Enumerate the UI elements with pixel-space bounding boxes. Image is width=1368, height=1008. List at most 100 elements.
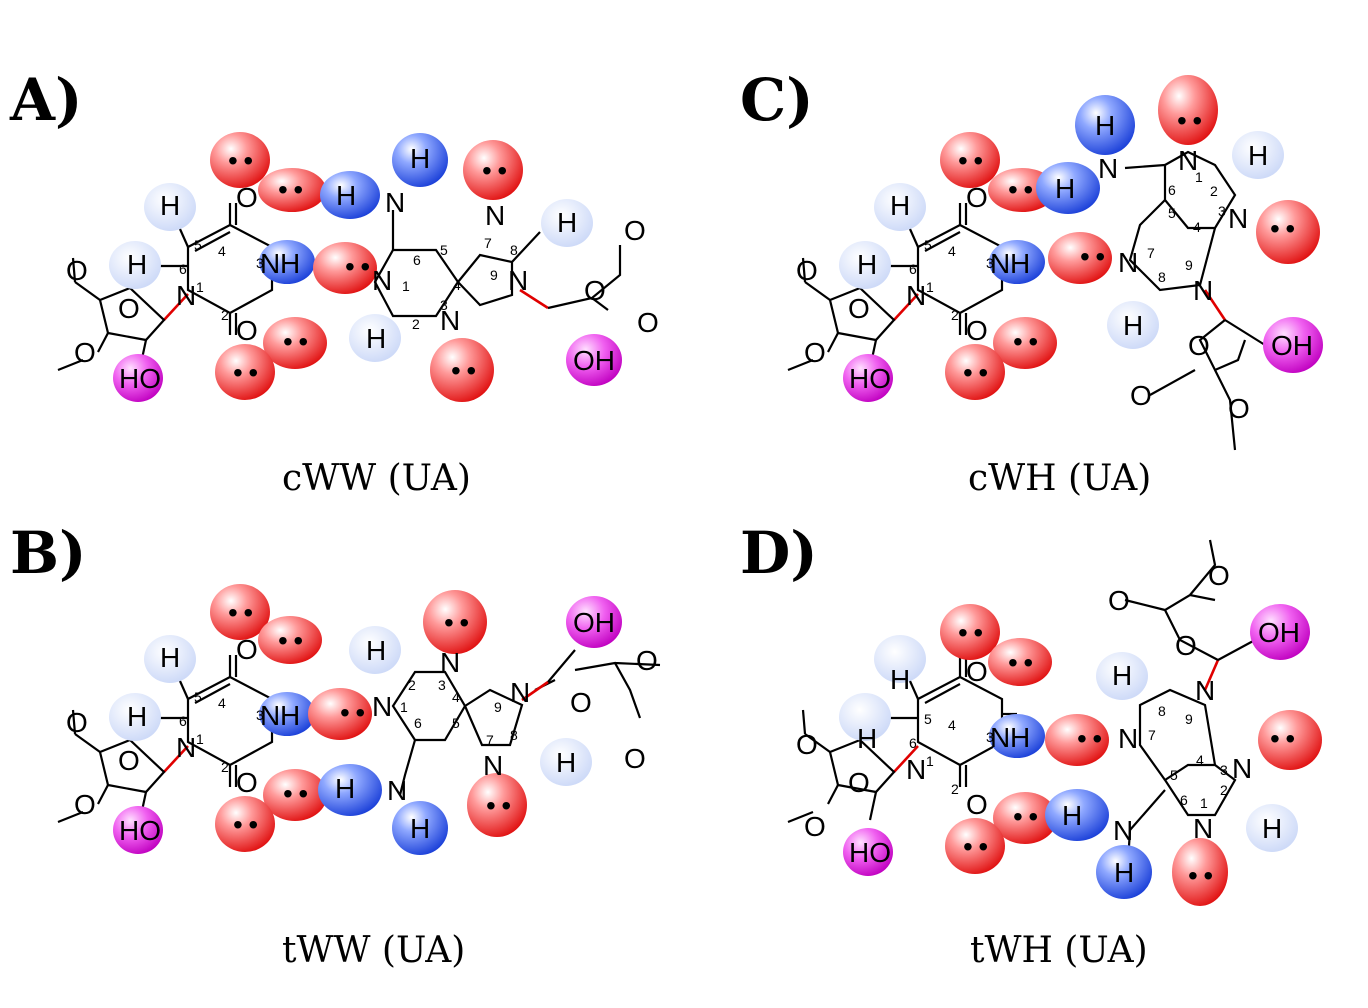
lone-pair-dots: • • — [1013, 801, 1038, 832]
atom-label: H — [280, 700, 300, 731]
atom-label: N — [1228, 203, 1248, 234]
ring-position-number: 5 — [440, 242, 448, 258]
ribose-hydroxyl-orbital — [566, 596, 622, 648]
atom-label: N — [1098, 153, 1118, 184]
panel-d-caption: tWH (UA) — [970, 930, 1148, 971]
ring-position-number: 3 — [1220, 762, 1228, 778]
atom-label: O — [966, 656, 988, 687]
atom-label: N — [176, 280, 196, 311]
atom-label: N — [990, 248, 1010, 279]
atom-label: N — [1118, 723, 1138, 754]
ring-position-number: 5 — [924, 711, 932, 727]
ring-position-number: 3 — [986, 729, 994, 745]
ch-hydrogen-orbital — [839, 693, 891, 741]
atom-label: O — [636, 645, 658, 676]
atom-label: O — [966, 182, 988, 213]
lone-pair-orbital — [940, 604, 1000, 660]
atom-label: O — [1108, 585, 1130, 616]
ring-position-number: 5 — [1170, 767, 1178, 783]
lone-pair-orbital — [1045, 714, 1109, 766]
ring-position-number: 5 — [194, 237, 202, 253]
atom-label: N — [372, 691, 392, 722]
ring-position-number: 5 — [924, 237, 932, 253]
ring-position-number: 2 — [951, 781, 959, 797]
ring-position-number: 5 — [194, 689, 202, 705]
panel-a: A) H H O O N N H H N H N H N — [9, 66, 659, 499]
ring-position-number: 2 — [1210, 183, 1218, 199]
atom-label: H — [160, 642, 180, 673]
ring-position-number: 8 — [510, 242, 518, 258]
lone-pair-orbital — [993, 317, 1057, 369]
ribose-hydroxyl-orbital — [113, 806, 163, 854]
ring-position-number: 2 — [412, 316, 420, 332]
atom-label: O — [584, 275, 606, 306]
atom-label: N — [1195, 675, 1215, 706]
atom-label: H — [1010, 248, 1030, 279]
ring-position-number: 4 — [1193, 219, 1201, 235]
atom-label: O — [1175, 630, 1197, 661]
atom-label: H — [1010, 722, 1030, 753]
ring-position-number: 9 — [494, 699, 502, 715]
panel-c-letter: C) — [740, 66, 814, 134]
lone-pair-orbital — [1258, 710, 1322, 770]
amino-hydrogen-orbital — [1036, 162, 1100, 214]
amino-hydrogen-orbital — [1045, 789, 1109, 841]
lone-pair-dots: • • — [1080, 241, 1105, 272]
ring-position-number: 6 — [1180, 792, 1188, 808]
lone-pair-dots: • • — [1008, 647, 1033, 678]
atom-label: O — [66, 255, 88, 286]
atom-label: N — [1113, 815, 1133, 846]
atom-label: H — [890, 664, 910, 695]
amino-hydrogen-orbital — [318, 764, 382, 816]
ribose-hydroxyl-orbital — [843, 354, 893, 402]
ch-hydrogen-orbital — [349, 626, 401, 674]
ring-position-number: 3 — [256, 707, 264, 723]
atom-label: OH — [1271, 330, 1313, 361]
atom-label: O — [848, 293, 870, 324]
ring-position-number: 4 — [948, 717, 956, 733]
ring-position-number: 7 — [1148, 727, 1156, 743]
ch-hydrogen-orbital — [1096, 652, 1148, 700]
ch-hydrogen-orbital — [349, 314, 401, 362]
lone-pair-orbital — [945, 344, 1005, 400]
lone-pair-dots: • • — [486, 790, 511, 821]
lone-pair-dots: • • — [228, 597, 253, 628]
lone-pair-dots: • • — [1177, 105, 1202, 136]
atom-label: N — [1193, 275, 1213, 306]
ch-hydrogen-orbital — [874, 635, 926, 683]
ring-position-number: 1 — [400, 699, 408, 715]
amino-hydrogen-orbital — [392, 801, 448, 855]
lone-pair-dots: • • — [482, 155, 507, 186]
ring-position-number: 8 — [1158, 269, 1166, 285]
ring-position-number: 9 — [1185, 711, 1193, 727]
lone-pair-orbital — [1172, 838, 1228, 906]
atom-label: HO — [849, 837, 891, 868]
atom-label: O — [74, 789, 96, 820]
ring-position-number: 6 — [909, 735, 917, 751]
lone-pair-orbital — [430, 338, 494, 402]
lone-pair-dots: • • — [283, 778, 308, 809]
ring-position-number: 2 — [221, 307, 229, 323]
ring-position-number: 8 — [510, 727, 518, 743]
atom-label: O — [236, 315, 258, 346]
atom-label: H — [1123, 310, 1143, 341]
atom-label: O — [966, 315, 988, 346]
atom-label: N — [260, 700, 280, 731]
lone-pair-dots: • • — [451, 355, 476, 386]
ring-position-number: 2 — [951, 307, 959, 323]
ring-position-number: 3 — [440, 297, 448, 313]
amino-hydrogen-orbital — [259, 240, 315, 284]
ribose-hydroxyl-orbital — [1263, 317, 1323, 373]
lone-pair-orbital — [423, 590, 487, 654]
ring-position-number: 8 — [1158, 703, 1166, 719]
ring-position-number: 3 — [438, 677, 446, 693]
lone-pair-dots: • • — [228, 145, 253, 176]
atom-label: H — [410, 813, 430, 844]
atom-label: N — [260, 248, 280, 279]
atom-label: O — [570, 687, 592, 718]
lone-pair-orbital — [258, 616, 322, 664]
ring-position-number: 4 — [218, 695, 226, 711]
atom-label: OH — [573, 607, 615, 638]
atom-label: H — [280, 248, 300, 279]
atom-label: O — [624, 743, 646, 774]
